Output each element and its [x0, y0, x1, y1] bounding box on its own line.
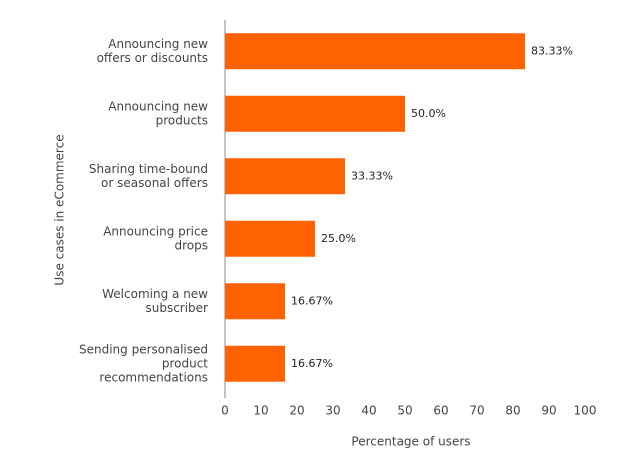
y-tick-label: Announcing price: [103, 224, 208, 238]
bar: [225, 220, 315, 257]
value-label: 33.33%: [351, 169, 393, 182]
y-tick-label: Announcing new: [108, 37, 208, 51]
value-label: 25.0%: [321, 232, 356, 245]
y-tick-label: or seasonal offers: [101, 176, 208, 190]
bar: [225, 158, 345, 195]
x-tick-label: 10: [253, 404, 268, 418]
bar: [225, 33, 525, 70]
x-tick-label: 90: [541, 404, 556, 418]
y-tick-label: Sending personalised: [79, 342, 208, 356]
value-label: 83.33%: [531, 44, 573, 57]
value-label: 50.0%: [411, 107, 446, 120]
x-tick-label: 80: [505, 404, 520, 418]
x-tick-label: 30: [325, 404, 340, 418]
y-tick-label: subscriber: [145, 301, 208, 315]
y-tick-label: products: [156, 113, 208, 127]
x-tick-label: 40: [361, 404, 376, 418]
y-tick-label: Announcing new: [108, 99, 208, 113]
bar: [225, 95, 405, 132]
value-label: 16.67%: [291, 294, 333, 307]
x-tick-label: 70: [469, 404, 484, 418]
y-tick-label: offers or discounts: [97, 51, 208, 65]
x-axis-title: Percentage of users: [351, 435, 470, 449]
y-axis-title: Use cases in eCommerce: [53, 134, 67, 285]
value-label: 16.67%: [291, 357, 333, 370]
bar: [225, 283, 286, 320]
y-tick-label: drops: [175, 238, 209, 252]
y-tick-label: Sharing time-bound: [89, 162, 208, 176]
y-tick-label: product: [162, 356, 208, 370]
bar: [225, 345, 286, 382]
y-tick-label: Welcoming a new: [102, 287, 208, 301]
x-tick-label: 60: [433, 404, 448, 418]
x-tick-label: 50: [397, 404, 412, 418]
x-tick-label: 20: [289, 404, 304, 418]
y-tick-label: recommendations: [99, 370, 208, 384]
x-tick-label: 100: [574, 404, 597, 418]
x-tick-label: 0: [221, 404, 229, 418]
